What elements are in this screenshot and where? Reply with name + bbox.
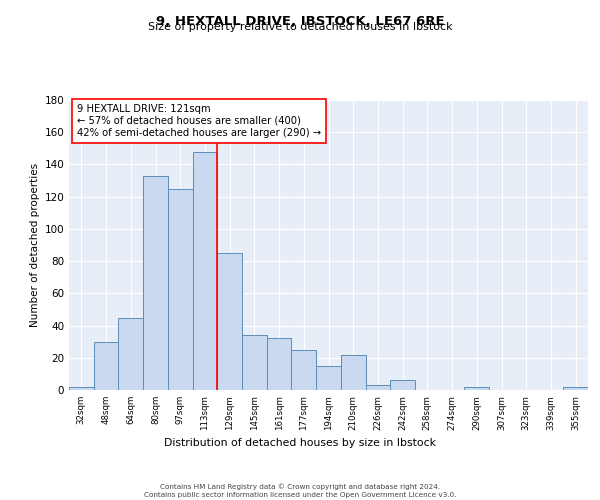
Bar (242, 335, 267, 390)
Bar (69, 387, 94, 390)
Bar (365, 385, 390, 390)
Bar (118, 318, 143, 390)
Bar (168, 188, 193, 390)
Bar (217, 253, 242, 390)
Bar (292, 350, 316, 390)
Bar (464, 387, 489, 390)
Y-axis label: Number of detached properties: Number of detached properties (30, 163, 40, 327)
Bar (143, 176, 168, 390)
Bar (563, 387, 588, 390)
Bar (316, 366, 341, 390)
Text: Contains HM Land Registry data © Crown copyright and database right 2024.
Contai: Contains HM Land Registry data © Crown c… (144, 484, 456, 498)
Bar (390, 380, 415, 390)
Bar (94, 342, 118, 390)
Bar (267, 338, 292, 390)
Bar (193, 152, 217, 390)
Text: 9, HEXTALL DRIVE, IBSTOCK, LE67 6RE: 9, HEXTALL DRIVE, IBSTOCK, LE67 6RE (155, 15, 445, 28)
Text: Distribution of detached houses by size in Ibstock: Distribution of detached houses by size … (164, 438, 436, 448)
Text: 9 HEXTALL DRIVE: 121sqm
← 57% of detached houses are smaller (400)
42% of semi-d: 9 HEXTALL DRIVE: 121sqm ← 57% of detache… (77, 104, 321, 138)
Text: Size of property relative to detached houses in Ibstock: Size of property relative to detached ho… (148, 22, 452, 32)
Bar (341, 354, 365, 390)
